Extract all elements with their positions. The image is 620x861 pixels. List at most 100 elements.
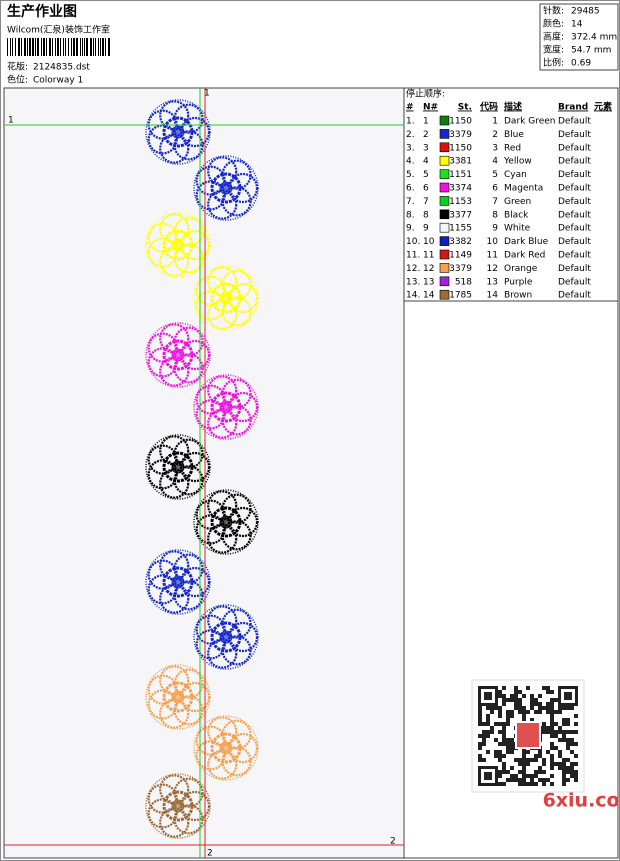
qr-cell [510,742,514,746]
cell: 3377 [449,210,472,220]
cell: Default [558,264,591,274]
qr-cell [478,758,482,762]
cell: 7 [423,197,429,207]
cell: 5 [492,170,498,180]
qr-cell [530,698,534,702]
barcode-bar [57,38,59,56]
qr-cell [538,706,542,710]
cell: 9. [406,224,415,234]
barcode-bar [108,38,110,56]
color-swatch [439,115,450,126]
colorway-label: 色位: [7,74,28,86]
qr-cell [550,774,554,778]
qr-cell [558,754,562,758]
cell: 1150 [449,117,472,127]
qr-cell [522,770,526,774]
petal [159,133,190,164]
qr-cell [550,746,554,750]
qr-cell [522,758,526,762]
barcode-bar [37,38,39,56]
flower-core [210,282,242,314]
barcode-bar [18,38,20,56]
qr-cell [494,738,498,742]
cell: 3381 [449,157,472,167]
qr-cell [570,738,574,742]
qr-cell [550,766,554,770]
qr-cell [522,754,526,758]
qr-cell [490,706,494,710]
qr-cell [542,726,546,730]
flower-core [219,515,233,529]
qr-cell [574,770,578,774]
barcode-bar [84,38,85,56]
qr-cell [526,762,530,766]
qr-cell [494,750,498,754]
qr-cell [526,758,530,762]
qr-cell [570,774,574,778]
qr-cell [514,702,518,706]
barcode-bar [82,38,83,56]
qr-cell [498,774,502,778]
colorway: Colorway 1 [33,76,83,86]
petal [207,408,238,439]
qr-cell [522,774,526,778]
flower-core [210,172,242,204]
cell: Default [558,157,591,167]
qr-cell [510,694,514,698]
qr-cell [498,706,502,710]
qr-cell [566,730,570,734]
qr-cell [566,770,570,774]
qr-cell [530,774,534,778]
qr-cell [562,770,566,774]
qr-cell [506,770,510,774]
cell: Default [558,130,591,140]
cell: Dark Red [504,251,545,261]
qr-cell [514,778,518,782]
qr-cell [534,782,538,786]
flower-core [171,799,185,813]
qr-cell [534,698,538,702]
flower-core [219,400,233,414]
qr-cell [550,718,554,722]
qr-cell [566,742,570,746]
design-canvas [3,87,405,859]
qr-cell [502,698,506,702]
info-label: 比例: [543,57,564,69]
petal [147,237,178,268]
qr-cell [550,698,554,702]
qr-cell [530,706,534,710]
qr-cell [562,766,566,770]
petal [147,347,178,378]
qr-cell [506,778,510,782]
qr-cell [550,702,554,706]
guide-label: 2 [390,837,396,847]
cell: Default [558,277,591,287]
color-swatch [439,142,450,153]
qr-cell [554,734,558,738]
cell: Default [558,170,591,180]
cell: Yellow [503,157,532,167]
cell: 6 [492,184,498,194]
cell: 13 [487,277,498,287]
color-swatch [439,222,450,233]
cell: Default [558,143,591,153]
petal [147,459,178,490]
qr-cell [502,766,506,770]
qr-cell [534,758,538,762]
qr-cell [510,766,514,770]
cell: 3 [423,143,429,153]
cell: 3382 [449,237,472,247]
barcode-bar [95,38,96,56]
petal [159,583,190,614]
qr-cell [562,730,566,734]
column-header: N# [423,103,438,113]
guide-label: 1 [204,89,210,99]
qr-cell [482,734,486,738]
qr-cell [526,750,530,754]
qr-cell [518,690,522,694]
design-label: 花版: [7,61,28,73]
qr-cell [506,738,510,742]
cell: Red [504,143,521,153]
qr-cell [518,762,522,766]
